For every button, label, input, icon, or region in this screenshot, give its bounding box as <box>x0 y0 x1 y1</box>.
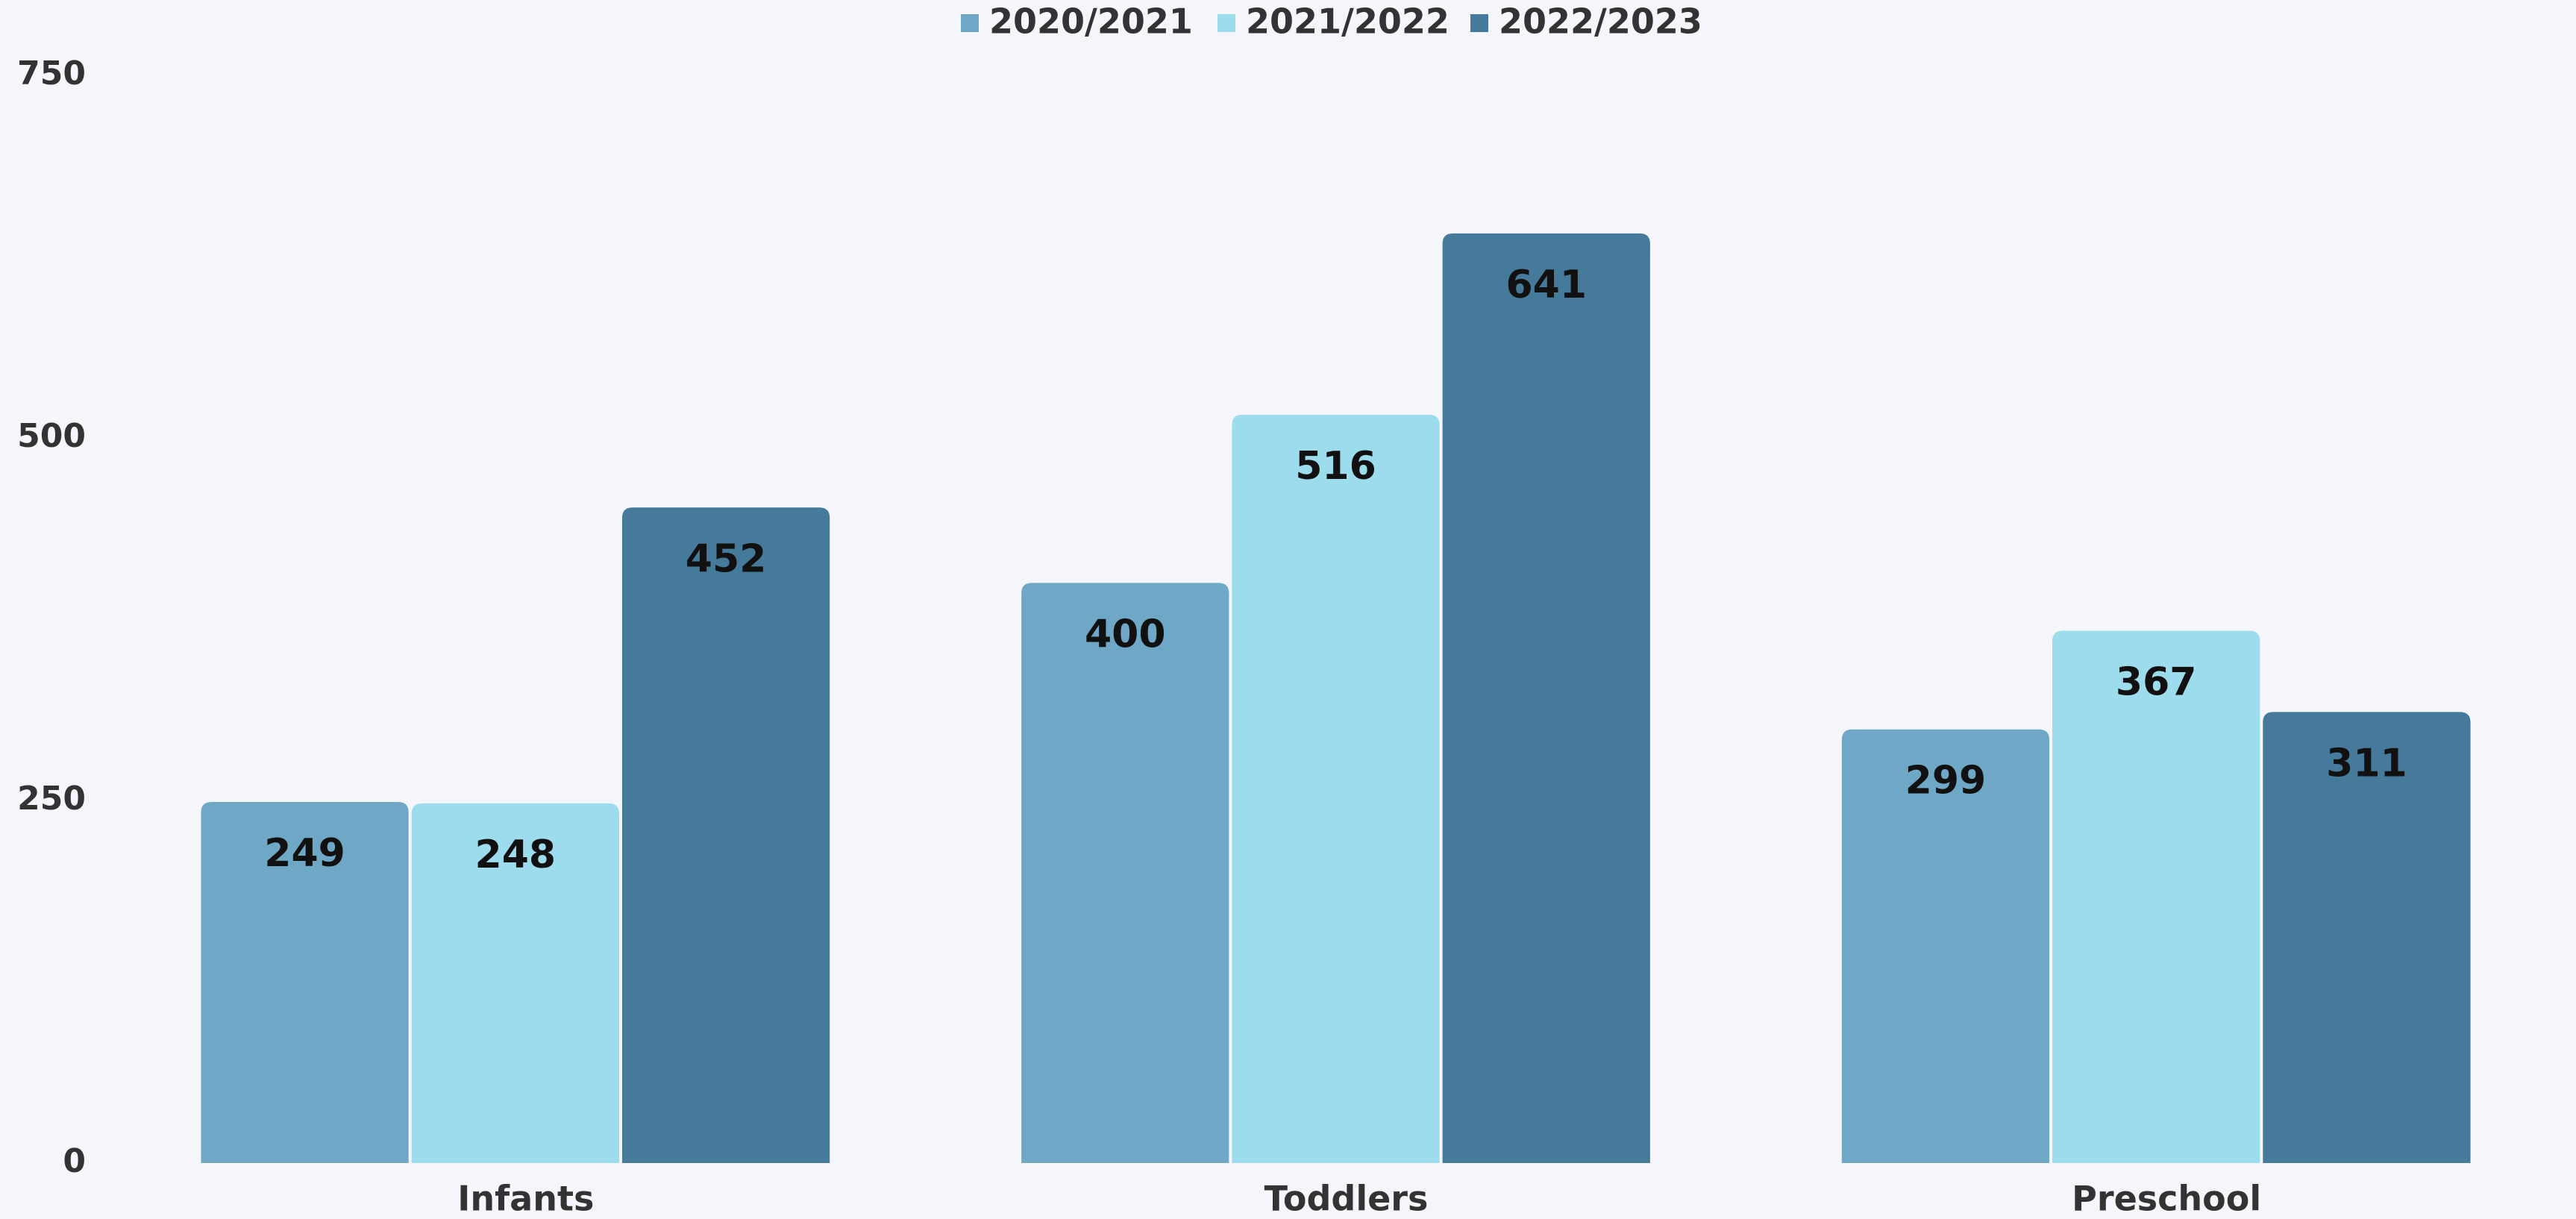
y-tick-label: 0 <box>63 1142 86 1180</box>
data-label: 299 <box>1905 759 1987 803</box>
y-tick-label: 750 <box>17 54 86 93</box>
data-label: 516 <box>1295 444 1376 489</box>
bar <box>2263 712 2471 1163</box>
bar <box>1021 583 1229 1163</box>
legend-swatch <box>1218 14 1235 32</box>
data-label: 641 <box>1505 263 1587 307</box>
data-label: 311 <box>2326 741 2407 786</box>
bar <box>411 803 619 1163</box>
bar <box>201 801 409 1163</box>
legend-label: 2021/2022 <box>1246 1 1450 42</box>
bar <box>621 507 830 1163</box>
data-label: 367 <box>2116 660 2197 705</box>
bar <box>1442 233 1650 1163</box>
bar <box>2052 630 2260 1163</box>
y-tick-label: 250 <box>17 780 86 818</box>
legend-swatch <box>1470 14 1488 32</box>
data-label: 400 <box>1085 612 1166 656</box>
bar <box>1841 729 2050 1163</box>
data-label: 248 <box>475 833 557 877</box>
bar <box>1232 414 1440 1163</box>
data-label: 249 <box>264 831 345 876</box>
y-tick-label: 500 <box>17 417 86 455</box>
x-tick-label: Infants <box>457 1179 594 1219</box>
legend-swatch <box>961 14 979 32</box>
legend-label: 2020/2021 <box>989 1 1193 42</box>
data-label: 452 <box>686 536 767 581</box>
x-tick-label: Preschool <box>2072 1179 2261 1219</box>
legend-label: 2022/2023 <box>1499 1 1702 42</box>
x-tick-label: Toddlers <box>1265 1179 1429 1219</box>
